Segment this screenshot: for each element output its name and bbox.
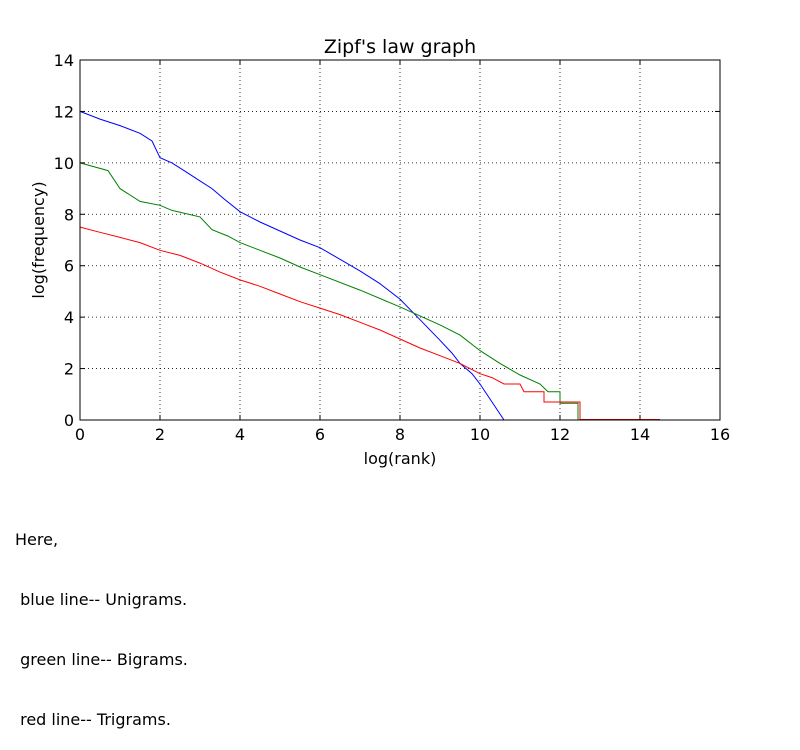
y-axis-label: log(frequency) xyxy=(29,181,48,298)
y-tick-label: 2 xyxy=(64,360,74,379)
x-tick-label: 8 xyxy=(395,425,405,444)
y-tick-label: 8 xyxy=(64,205,74,224)
axis-ticks: 0 2 4 6 8 10 12 14 16 0 2 4 6 8 10 12 14 xyxy=(54,51,731,444)
caption-line: green line-- Bigrams. xyxy=(15,650,188,669)
caption-line: blue line-- Unigrams. xyxy=(15,590,188,609)
y-tick-label: 14 xyxy=(54,51,74,70)
x-tick-label: 10 xyxy=(470,425,490,444)
x-tick-label: 2 xyxy=(155,425,165,444)
x-tick-label: 12 xyxy=(550,425,570,444)
y-tick-label: 12 xyxy=(54,102,74,121)
zipf-chart: Zipf's law graph 0 2 4 6 8 10 12 14 16 0 2 4 6 8 10 12 1… xyxy=(29,36,731,468)
x-tick-label: 0 xyxy=(75,425,85,444)
x-tick-label: 4 xyxy=(235,425,245,444)
caption-line: red line-- Trigrams. xyxy=(15,710,171,729)
x-tick-label: 16 xyxy=(710,425,730,444)
y-tick-label: 6 xyxy=(64,257,74,276)
x-tick-label: 14 xyxy=(630,425,650,444)
grid-lines xyxy=(79,59,721,421)
series-lines xyxy=(79,110,660,421)
red-series-line xyxy=(79,226,660,420)
blue-series-line xyxy=(79,110,528,421)
x-axis-label: log(rank) xyxy=(364,449,437,468)
chart-title: Zipf's law graph xyxy=(324,36,476,58)
y-tick-label: 4 xyxy=(64,308,74,327)
caption: Here, blue line-- Unigrams. green line--… xyxy=(15,490,188,750)
caption-line: Here, xyxy=(15,530,59,549)
y-tick-label: 0 xyxy=(64,411,74,430)
x-tick-label: 6 xyxy=(315,425,325,444)
y-tick-label: 10 xyxy=(54,154,74,173)
green-series-line xyxy=(79,162,584,421)
